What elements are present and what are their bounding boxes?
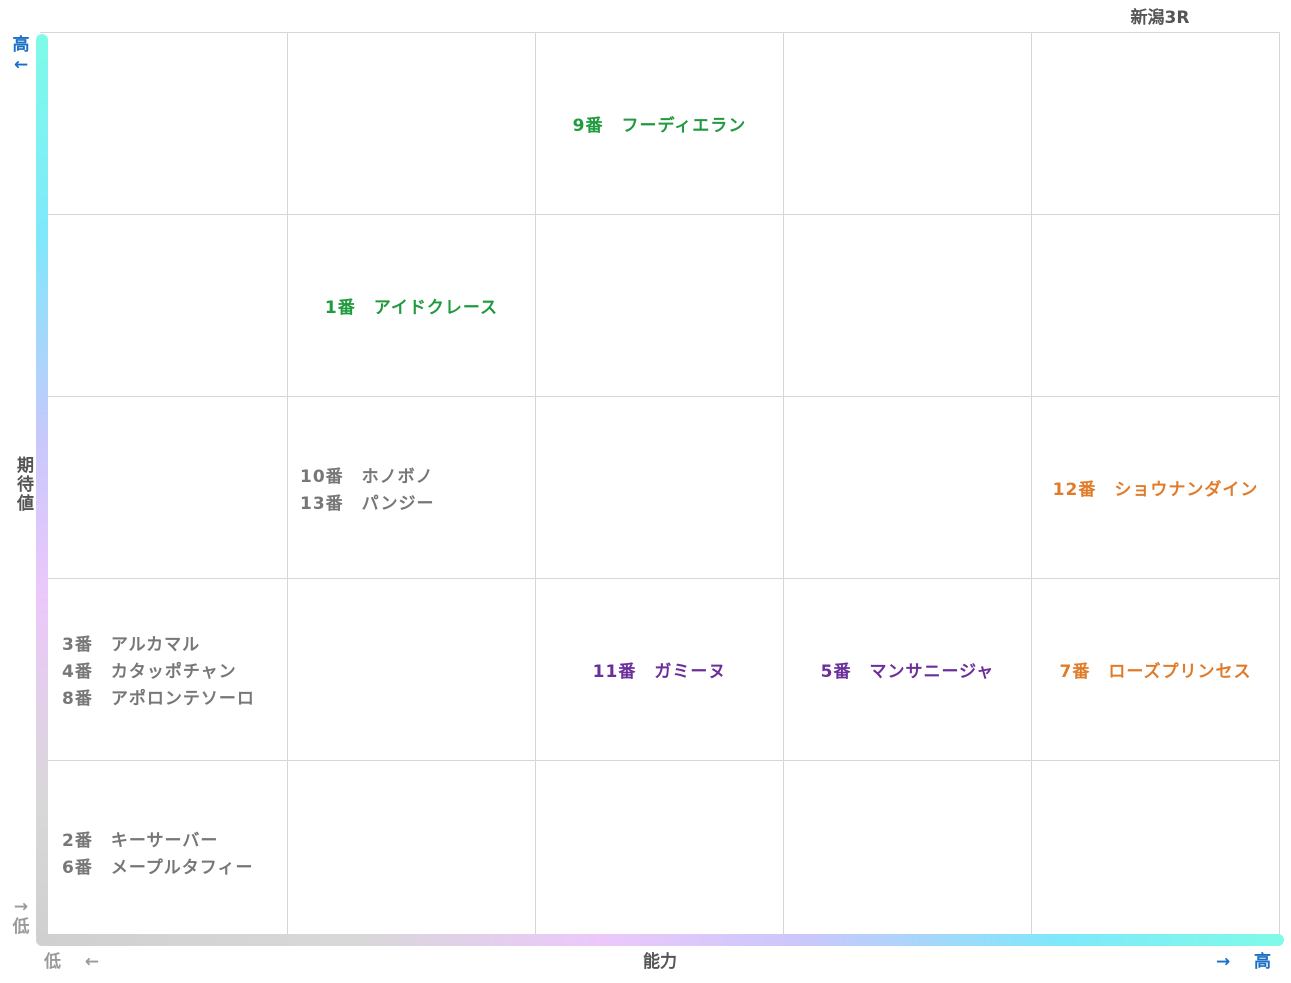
grid-cell: 1番 アイドクレース — [288, 214, 536, 396]
x-axis-high-label: → 高 — [1216, 952, 1271, 973]
horse-list: 12番 ショウナンダイン — [1053, 475, 1259, 500]
y-axis-high-label: 高 ← — [10, 35, 32, 75]
grid-cell — [784, 214, 1032, 396]
arrow-right-icon: → — [1216, 952, 1231, 972]
x-axis-low-label: 低 ← — [44, 952, 99, 973]
horse-list: 10番 ホノボノ 13番 パンジー — [300, 462, 435, 514]
x-axis-high-text: 高 — [1253, 952, 1271, 972]
horse-entry: 8番 アポロンテソーロ — [62, 689, 255, 709]
horse-list: 3番 アルカマル 4番 カタッポチャン 8番 アポロンテソーロ — [62, 630, 255, 709]
grid-cell: 10番 ホノボノ 13番 パンジー — [288, 396, 536, 578]
grid-cell: 12番 ショウナンダイン — [1032, 396, 1280, 578]
horse-entry: 13番 パンジー — [300, 493, 435, 514]
arrow-left-icon: ← — [84, 952, 99, 972]
grid-cell — [40, 214, 288, 396]
horse-entry: 10番 ホノボノ — [300, 466, 434, 487]
grid-cell — [40, 32, 288, 214]
horse-entry: 4番 カタッポチャン — [62, 662, 237, 682]
grid-cell — [536, 396, 784, 578]
horse-list: 5番 マンサニージャ — [821, 657, 995, 682]
horse-entry: 11番 ガミーヌ — [592, 662, 727, 682]
race-title: 新潟3R — [1130, 8, 1190, 28]
y-axis-high-text: 高 — [12, 35, 30, 55]
grid-cell — [784, 760, 1032, 942]
horse-entry: 6番 メープルタフィー — [62, 857, 254, 878]
grid-cell — [1032, 214, 1280, 396]
x-axis-low-text: 低 — [44, 952, 61, 972]
arrow-left-icon: ← — [13, 54, 29, 75]
grid-cell: 11番 ガミーヌ — [536, 578, 784, 760]
horse-list: 11番 ガミーヌ — [593, 657, 727, 682]
horse-list: 2番 キーサーバー 6番 メープルタフィー — [62, 826, 253, 878]
y-axis-title: 期待値 — [13, 456, 33, 513]
grid-cell — [784, 396, 1032, 578]
grid-cell — [784, 32, 1032, 214]
grid-cell — [288, 32, 536, 214]
grid-cell — [1032, 32, 1280, 214]
horse-entry: 1番 アイドクレース — [324, 298, 499, 318]
horse-entry: 3番 アルカマル — [62, 635, 201, 655]
grid-cell — [536, 760, 784, 942]
arrow-right-icon: → — [13, 897, 29, 917]
grid-cell — [288, 760, 536, 942]
grid-cell — [536, 214, 784, 396]
horse-list: 1番 アイドクレース — [325, 293, 498, 318]
grid-cell: 5番 マンサニージャ — [784, 578, 1032, 760]
grid-cell — [40, 396, 288, 578]
grid-cell: 7番 ローズプリンセス — [1032, 578, 1280, 760]
horse-list: 7番 ローズプリンセス — [1060, 657, 1252, 682]
horse-list: 9番 フーディエラン — [573, 111, 747, 136]
grid-cell: 9番 フーディエラン — [536, 32, 784, 214]
horse-entry: 5番 マンサニージャ — [820, 662, 995, 682]
horse-entry: 2番 キーサーバー — [62, 830, 219, 851]
x-axis-gradient-bar — [36, 934, 1284, 946]
grid-cell: 3番 アルカマル 4番 カタッポチャン 8番 アポロンテソーロ — [40, 578, 288, 760]
horse-entry: 12番 ショウナンダイン — [1052, 480, 1259, 500]
x-axis-title: 能力 — [643, 952, 677, 972]
y-axis-low-label: → 低 — [10, 897, 32, 937]
y-axis-gradient-bar — [36, 34, 48, 942]
grid-cell — [288, 578, 536, 760]
grid-cell: 2番 キーサーバー 6番 メープルタフィー — [40, 760, 288, 942]
grid-cell — [1032, 760, 1280, 942]
ability-expectation-grid: 9番 フーディエラン 1番 アイドクレース 10番 ホノボノ 13番 パンジー 12番 … — [40, 32, 1280, 942]
horse-entry: 9番 フーディエラン — [572, 116, 747, 136]
y-axis-low-text: 低 — [12, 916, 30, 937]
horse-entry: 7番 ローズプリンセス — [1059, 662, 1252, 682]
